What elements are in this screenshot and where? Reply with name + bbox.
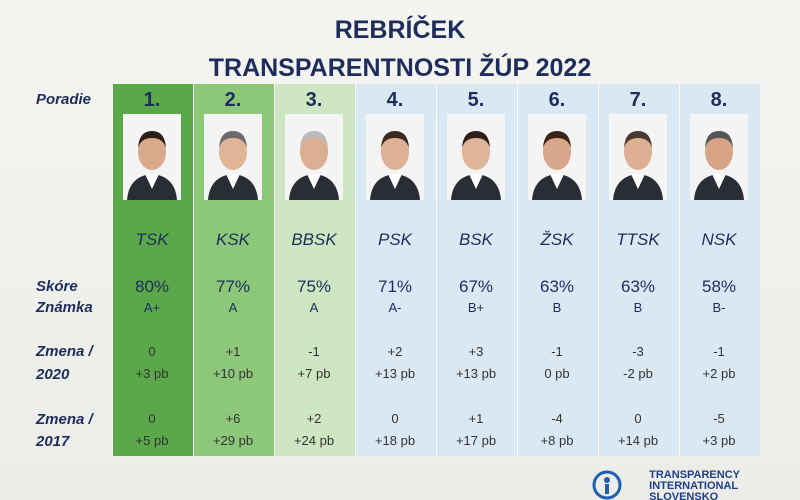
rank: 1. — [143, 89, 161, 111]
change-2017-rank: 0 — [148, 411, 156, 426]
region: TTSK — [616, 230, 660, 249]
change-2020-points: +10 pb — [212, 366, 254, 381]
photo — [204, 114, 262, 200]
score: 63% — [539, 277, 575, 296]
photo — [609, 114, 667, 200]
change-2017-points: +14 pb — [617, 433, 659, 448]
score: 71% — [377, 277, 413, 296]
photo — [528, 114, 586, 200]
grade: B — [633, 300, 643, 315]
change-2020-rank: -1 — [308, 344, 320, 359]
grade: B- — [712, 300, 726, 315]
change-2017-points: +18 pb — [374, 433, 416, 448]
grade: B — [552, 300, 562, 315]
change-2017-rank: -4 — [551, 411, 563, 426]
region: KSK — [215, 230, 251, 249]
change-2017-points: +3 pb — [702, 433, 736, 448]
change-2017-rank: +6 — [225, 411, 241, 426]
grade: B+ — [467, 300, 485, 315]
logo-icon — [592, 470, 622, 500]
score: 75% — [296, 277, 332, 296]
grade: A+ — [143, 300, 161, 315]
change-2017-points: +29 pb — [212, 433, 254, 448]
row-label: Poradie — [36, 91, 92, 108]
score: 80% — [134, 277, 170, 296]
row-label: 2020 — [36, 366, 70, 383]
change-2017-points: +24 pb — [293, 433, 335, 448]
rank: 5. — [467, 89, 485, 111]
row-label: Zmena / — [36, 343, 93, 360]
photo — [366, 114, 424, 200]
change-2020-points: +2 pb — [702, 366, 736, 381]
logo-line: TRANSPARENCY — [649, 469, 740, 481]
score: 58% — [701, 277, 737, 296]
change-2020-rank: +1 — [225, 344, 241, 359]
portrait — [285, 114, 343, 200]
portrait — [528, 114, 586, 200]
portrait — [690, 114, 748, 200]
region: BSK — [458, 230, 494, 249]
portrait — [609, 114, 667, 200]
region: PSK — [377, 230, 413, 249]
change-2017-rank: 0 — [391, 411, 399, 426]
change-2017-points: +5 pb — [135, 433, 169, 448]
score: 63% — [620, 277, 656, 296]
change-2020-rank: 0 — [148, 344, 156, 359]
score: 77% — [215, 277, 251, 296]
change-2017-rank: -5 — [713, 411, 725, 426]
portrait — [366, 114, 424, 200]
grade: A — [228, 300, 238, 315]
change-2017-points: +8 pb — [540, 433, 574, 448]
change-2020-rank: +3 — [468, 344, 484, 359]
change-2020-points: +7 pb — [297, 366, 331, 381]
change-2020-rank: -3 — [632, 344, 644, 359]
region: TSK — [135, 230, 169, 249]
row-label: Zmena / — [36, 411, 93, 428]
change-2020-rank: -1 — [713, 344, 725, 359]
grade: A — [309, 300, 319, 315]
photo — [123, 114, 181, 200]
portrait — [204, 114, 262, 200]
rank: 6. — [548, 89, 566, 111]
logo-text: TRANSPARENCY INTERNATIONAL SLOVENSKO — [649, 470, 740, 500]
portrait — [123, 114, 181, 200]
row-label: Skóre — [36, 278, 78, 295]
rank: 7. — [629, 89, 647, 111]
change-2020-points: 0 pb — [544, 366, 570, 381]
change-2017-rank: 0 — [634, 411, 642, 426]
change-2020-points: +13 pb — [455, 366, 497, 381]
photo — [447, 114, 505, 200]
score: 67% — [458, 277, 494, 296]
rank: 4. — [386, 89, 404, 111]
photo — [285, 114, 343, 200]
change-2017-rank: +2 — [306, 411, 322, 426]
change-2017-points: +17 pb — [455, 433, 497, 448]
region: NSK — [701, 230, 737, 249]
change-2017-rank: +1 — [468, 411, 484, 426]
region: ŽSK — [540, 230, 574, 249]
row-label: 2017 — [36, 433, 70, 450]
rank: 8. — [710, 89, 728, 111]
rank: 2. — [224, 89, 242, 111]
title-line: REBRÍČEK — [334, 16, 466, 44]
row-label: Známka — [36, 299, 93, 316]
region: BBSK — [291, 230, 337, 249]
portrait — [447, 114, 505, 200]
change-2020-points: +13 pb — [374, 366, 416, 381]
change-2020-rank: -1 — [551, 344, 563, 359]
logo-line: SLOVENSKO — [649, 491, 719, 500]
change-2020-points: +3 pb — [135, 366, 169, 381]
rank: 3. — [305, 89, 323, 111]
logo-line: INTERNATIONAL — [649, 480, 739, 492]
grade: A- — [388, 300, 402, 315]
change-2020-rank: +2 — [387, 344, 403, 359]
title-line: TRANSPARENTNOSTI ŽÚP 2022 — [208, 54, 592, 82]
photo — [690, 114, 748, 200]
change-2020-points: -2 pb — [623, 366, 653, 381]
